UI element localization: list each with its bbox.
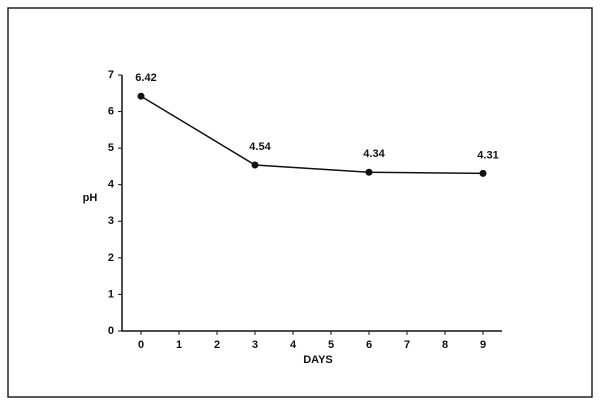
y-tick-label: 2 (108, 252, 114, 264)
y-tick-label: 4 (108, 179, 115, 191)
y-axis-label: pH (83, 192, 98, 204)
x-tick-label: 9 (480, 339, 486, 351)
y-tick-label: 7 (108, 69, 114, 81)
y-tick-label: 0 (108, 325, 114, 337)
point (251, 161, 259, 169)
y-tick-label: 3 (108, 215, 114, 227)
x-tick-label: 3 (252, 339, 258, 351)
y-tick-label: 1 (108, 288, 114, 300)
x-tick-label: 6 (366, 339, 372, 351)
x-tick-label: 4 (290, 339, 297, 351)
point (479, 169, 487, 177)
x-tick-label: 8 (442, 339, 448, 351)
point (137, 92, 145, 100)
data-label: 4.34 (363, 148, 385, 160)
x-axis-label: DAYS (303, 354, 333, 366)
x-tick-label: 7 (404, 339, 410, 351)
x-tick-label: 0 (138, 339, 144, 351)
data-label: 6.42 (135, 72, 156, 84)
x-tick-label: 2 (214, 339, 220, 351)
y-tick-label: 6 (108, 105, 114, 117)
y-tick-label: 5 (108, 142, 114, 154)
data-label: 4.54 (249, 141, 271, 153)
x-tick-label: 5 (328, 339, 334, 351)
point (365, 168, 373, 176)
x-tick-label: 1 (176, 339, 182, 351)
frame (7, 7, 593, 398)
line (140, 95, 484, 175)
data-label: 4.31 (477, 149, 498, 161)
